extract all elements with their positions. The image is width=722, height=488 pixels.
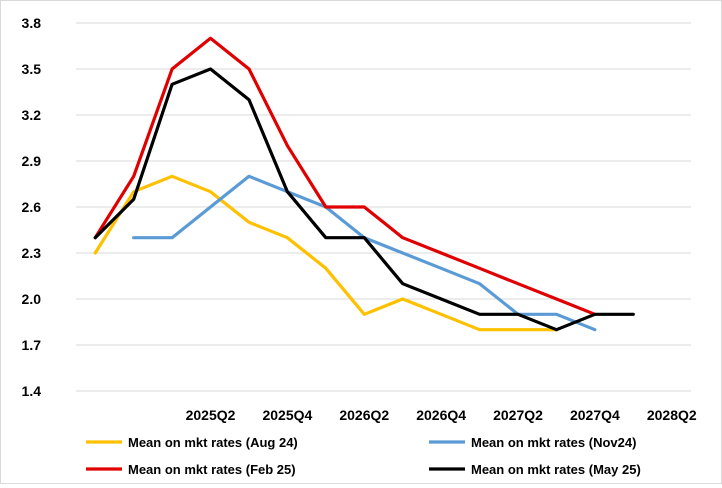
- series-lines: [93, 36, 635, 332]
- x-tick-label: 2026Q2: [339, 407, 389, 423]
- series-line-1: [93, 174, 559, 332]
- x-axis-ticks: 2025Q2 2025Q4 2026Q2 2026Q4 2027Q2 2027Q4 2028…: [186, 407, 697, 423]
- y-tick-label: 2.0: [22, 291, 42, 307]
- y-tick-label: 3.5: [22, 61, 42, 77]
- y-tick-label: 1.7: [22, 337, 42, 353]
- legend-label: Mean on mkt rates (Nov24): [471, 435, 636, 450]
- y-tick-label: 2.3: [22, 245, 42, 261]
- legend-label: Mean on mkt rates (May 25): [471, 462, 641, 477]
- x-tick-label: 2027Q4: [570, 407, 620, 423]
- x-tick-label: 2025Q4: [262, 407, 312, 423]
- y-tick-label: 3.8: [22, 15, 42, 31]
- legend-label: Mean on mkt rates (Feb 25): [128, 462, 296, 477]
- series-line-3: [93, 36, 597, 316]
- y-tick-label: 2.9: [22, 153, 42, 169]
- y-tick-label: 2.6: [22, 199, 42, 215]
- y-tick-label: 3.2: [22, 107, 42, 123]
- x-tick-label: 2027Q2: [493, 407, 543, 423]
- gridlines: [76, 22, 691, 392]
- x-tick-label: 2025Q2: [186, 407, 236, 423]
- legend: Mean on mkt rates (Aug 24) Mean on mkt ra…: [86, 435, 641, 477]
- legend-label: Mean on mkt rates (Aug 24): [128, 435, 298, 450]
- x-tick-label: 2028Q2: [647, 407, 697, 423]
- y-axis-ticks: 1.4 1.7 2.0 2.3 2.6 2.9 3.2 3.5 3.8: [22, 15, 42, 399]
- x-tick-label: 2026Q4: [416, 407, 466, 423]
- series-line-4: [93, 67, 635, 332]
- y-tick-label: 1.4: [22, 383, 42, 399]
